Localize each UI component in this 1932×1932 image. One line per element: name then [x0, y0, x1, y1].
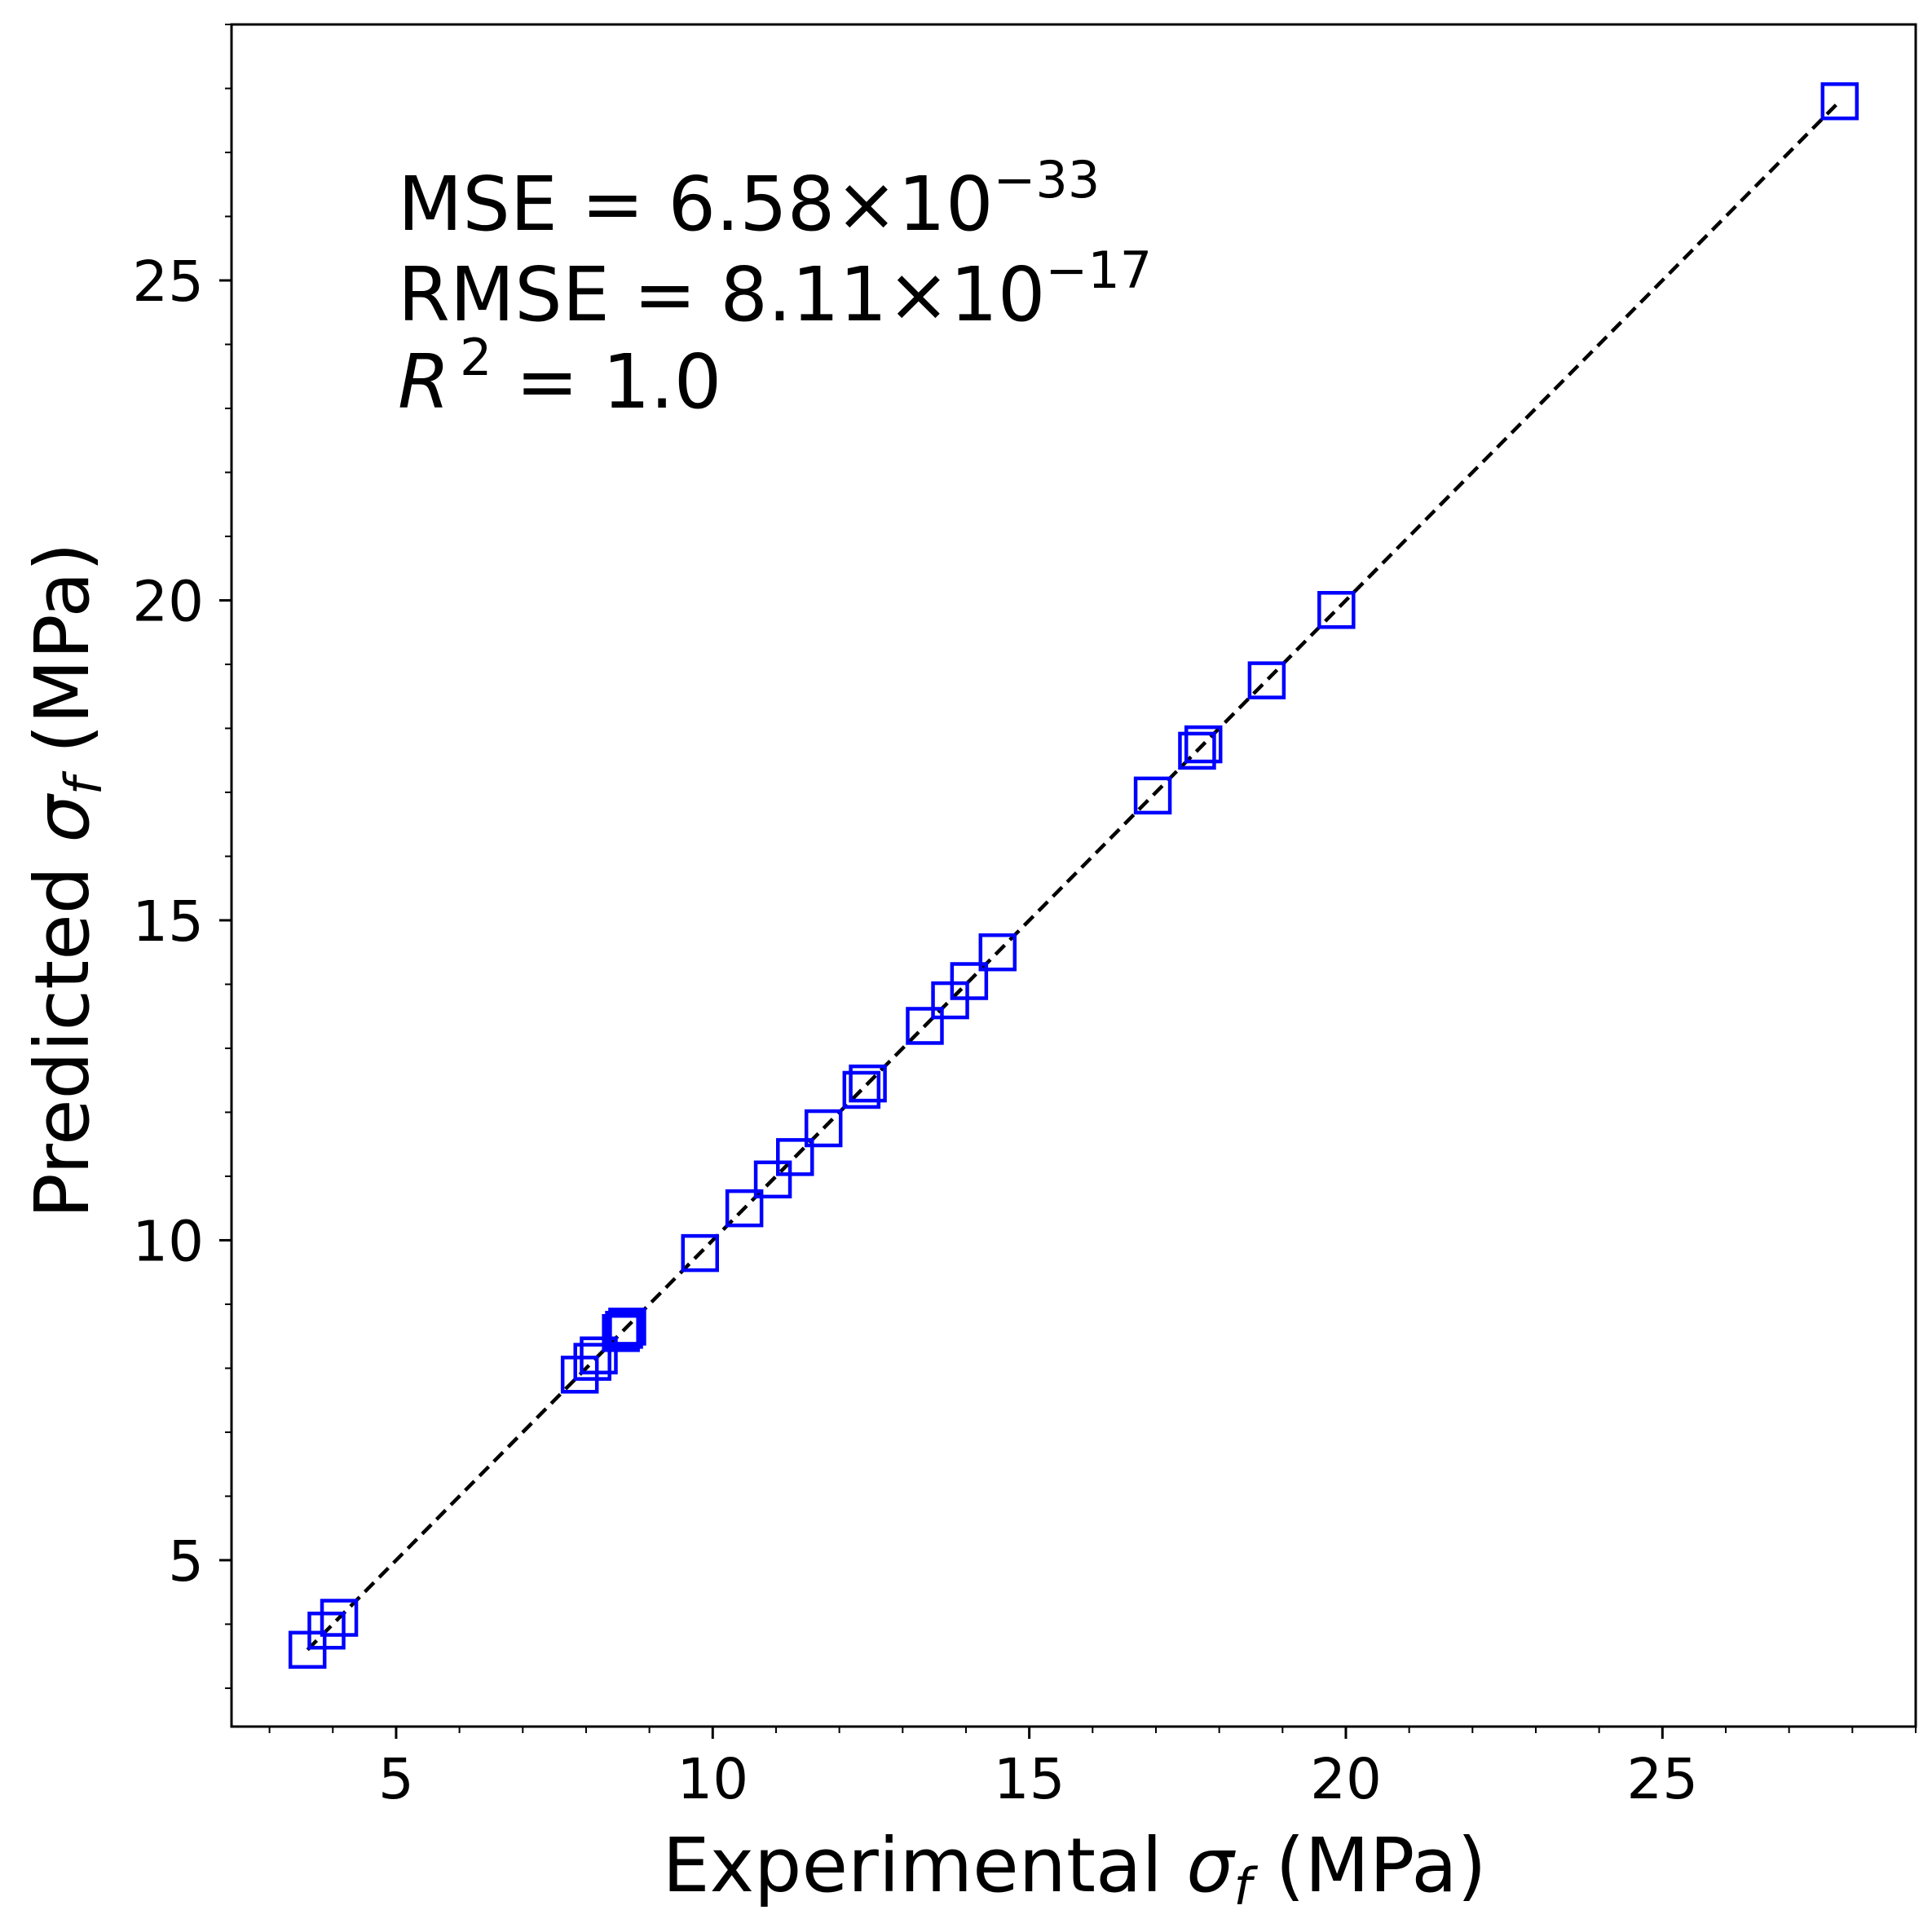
data-point — [1317, 590, 1356, 629]
x-tick-label: 15 — [994, 1747, 1065, 1812]
x-axis-ticks: 5 10 15 20 25 — [268, 1727, 1917, 1812]
data-point — [1184, 725, 1223, 764]
data-point — [1133, 776, 1172, 815]
parity-reference-line — [306, 99, 1842, 1652]
data-point — [608, 1308, 646, 1346]
data-point — [725, 1189, 764, 1228]
data-point — [288, 1630, 327, 1670]
data-point — [307, 1612, 346, 1650]
data-point — [931, 981, 969, 1020]
data-point — [842, 1070, 881, 1109]
data-point — [849, 1064, 887, 1103]
data-point — [605, 1311, 643, 1349]
data-point — [978, 933, 1017, 972]
y-axis-label: Predicted σf (MPa) — [19, 542, 113, 1218]
mse-annotation: MSE = 6.58×10−33 — [398, 150, 1100, 248]
x-axis-label: Experimental σf (MPa) — [662, 1822, 1486, 1917]
x-tick-label: 20 — [1310, 1747, 1382, 1812]
x-tick-label: 10 — [677, 1747, 748, 1812]
y-tick-label: 25 — [132, 249, 204, 315]
y-tick-label: 10 — [132, 1209, 204, 1274]
data-point — [1247, 661, 1286, 699]
y-tick-label: 5 — [168, 1529, 204, 1595]
data-point — [580, 1336, 618, 1374]
y-tick-label: 15 — [132, 889, 204, 955]
data-point — [753, 1160, 792, 1199]
y-axis-ticks: 5 10 15 20 25 — [132, 24, 232, 1689]
data-point — [804, 1109, 843, 1148]
rmse-annotation: RMSE = 8.11×10−17 — [398, 240, 1152, 338]
data-point — [320, 1599, 359, 1637]
x-tick-label: 5 — [378, 1747, 414, 1812]
data-point — [602, 1313, 640, 1352]
data-point — [1820, 82, 1859, 121]
data-point — [906, 1007, 944, 1045]
y-tick-label: 20 — [132, 569, 204, 634]
data-point — [681, 1233, 720, 1273]
data-points-layer — [288, 82, 1859, 1670]
x-tick-label: 25 — [1626, 1747, 1698, 1812]
plot-frame — [230, 23, 1917, 1728]
data-point — [950, 962, 989, 1000]
data-point — [1178, 731, 1216, 770]
data-point — [776, 1138, 814, 1176]
reference-line-layer — [306, 99, 1842, 1652]
data-point — [573, 1343, 611, 1381]
data-point — [560, 1356, 599, 1394]
